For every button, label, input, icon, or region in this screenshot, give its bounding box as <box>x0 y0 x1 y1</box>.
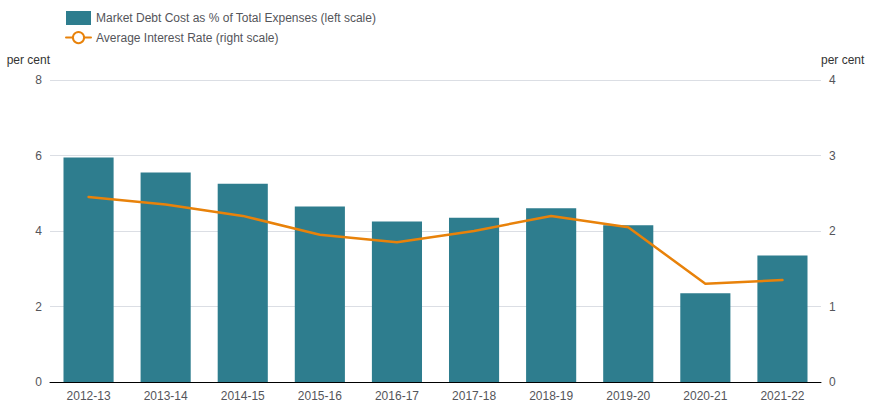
svg-text:2016-17: 2016-17 <box>375 389 419 403</box>
svg-text:2: 2 <box>35 300 42 314</box>
svg-text:2014-15: 2014-15 <box>221 389 265 403</box>
svg-text:2012-13: 2012-13 <box>67 389 111 403</box>
svg-text:2019-20: 2019-20 <box>606 389 650 403</box>
svg-text:per cent: per cent <box>7 53 51 67</box>
svg-text:Average Interest Rate (right s: Average Interest Rate (right scale) <box>96 31 279 45</box>
svg-text:3: 3 <box>829 149 836 163</box>
svg-text:4: 4 <box>829 73 836 87</box>
svg-text:per cent: per cent <box>821 53 865 67</box>
svg-text:Market Debt Cost as % of Total: Market Debt Cost as % of Total Expenses … <box>96 11 376 25</box>
svg-text:6: 6 <box>35 149 42 163</box>
svg-text:2015-16: 2015-16 <box>298 389 342 403</box>
svg-text:2020-21: 2020-21 <box>683 389 727 403</box>
svg-text:2013-14: 2013-14 <box>144 389 188 403</box>
svg-text:2018-19: 2018-19 <box>529 389 573 403</box>
svg-text:0: 0 <box>829 375 836 389</box>
svg-text:0: 0 <box>35 375 42 389</box>
svg-text:2021-22: 2021-22 <box>760 389 804 403</box>
svg-text:8: 8 <box>35 73 42 87</box>
svg-text:4: 4 <box>35 224 42 238</box>
svg-text:1: 1 <box>829 300 836 314</box>
svg-text:2: 2 <box>829 224 836 238</box>
svg-text:2017-18: 2017-18 <box>452 389 496 403</box>
